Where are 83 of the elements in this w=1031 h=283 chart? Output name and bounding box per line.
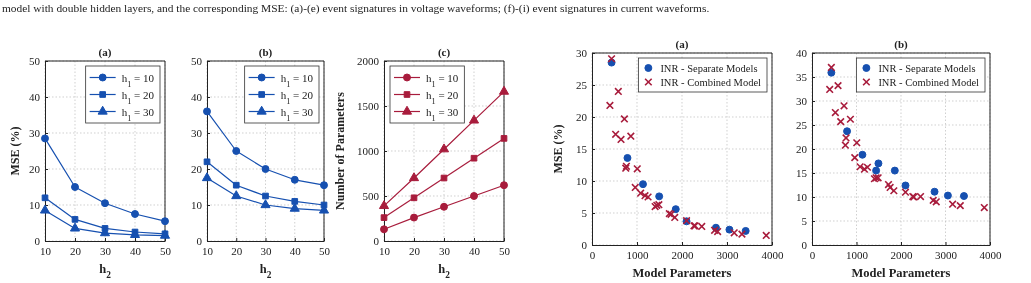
x-tick-label: 10 — [202, 244, 214, 257]
x-axis-title: Model Parameters — [851, 266, 951, 280]
y-tick-label: 40 — [29, 91, 41, 104]
y-tick-label: 5 — [801, 215, 808, 228]
legend-label: h$_{1}$ = 20 — [426, 88, 459, 105]
chart-title: (b) — [894, 38, 909, 51]
x-axis-title: h$_{2}$ — [259, 262, 272, 280]
chart-title: (a) — [675, 38, 689, 51]
x-tick-label: 3000 — [935, 248, 958, 261]
y-tick-label: 30 — [796, 95, 808, 108]
legend-label: h$_{1}$ = 20 — [121, 88, 155, 105]
text: model with double hidden layers, and the corresponding MSE: (a)-(e) event signatures in voltage waveforms; (f)-(i) event signatures in current waveforms. — [2, 2, 710, 15]
legend-label: h$_{1}$ = 30 — [426, 105, 459, 122]
x-tick-label: 3000 — [716, 248, 739, 261]
chart-title: (a) — [98, 46, 112, 59]
x-tick-label: 4000 — [761, 248, 784, 261]
y-axis-title: Number of Parameters — [333, 91, 347, 210]
legend-label: INR - Separate Models — [878, 63, 976, 74]
legend-label: INR - Combined Model — [660, 77, 762, 88]
legend-label: INR - Separate Models — [660, 63, 758, 74]
y-tick-label: 50 — [29, 55, 41, 68]
x-tick-label: 30 — [439, 244, 451, 257]
legend-label: h$_{1}$ = 10 — [280, 71, 314, 88]
chart-title: (b) — [258, 46, 273, 59]
legend-label: INR - Combined Model — [878, 77, 980, 88]
legend-label: h$_{1}$ = 10 — [426, 71, 459, 88]
y-tick-label: 0 — [196, 235, 203, 248]
x-tick-label: 50 — [160, 244, 172, 257]
x-tick-label: 20 — [409, 244, 421, 257]
legend-label: h$_{1}$ = 10 — [121, 71, 155, 88]
y-tick-label: 5 — [581, 207, 588, 220]
y-tick-label: 25 — [796, 119, 808, 132]
x-tick-label: 0 — [589, 248, 596, 261]
x-axis-title: Model Parameters — [632, 266, 732, 280]
y-tick-label: 10 — [796, 191, 808, 204]
x-tick-label: 30 — [260, 244, 272, 257]
x-tick-label: 40 — [469, 244, 481, 257]
x-tick-label: 20 — [231, 244, 243, 257]
y-tick-label: 2000 — [357, 55, 380, 68]
x-tick-label: 20 — [70, 244, 82, 257]
y-tick-label: 10 — [576, 175, 588, 188]
y-tick-label: 20 — [191, 163, 203, 176]
y-tick-label: 30 — [576, 47, 588, 60]
legend-label: h$_{1}$ = 30 — [121, 105, 155, 122]
x-tick-label: 2000 — [890, 248, 913, 261]
y-tick-label: 50 — [191, 55, 203, 68]
x-tick-label: 0 — [809, 248, 816, 261]
x-tick-label: 50 — [319, 244, 331, 257]
y-tick-label: 20 — [29, 163, 41, 176]
y-tick-label: 35 — [796, 71, 808, 84]
y-tick-label: 15 — [576, 143, 588, 156]
y-axis-title: MSE (%) — [551, 124, 565, 174]
x-tick-label: 10 — [379, 244, 391, 257]
y-tick-label: 10 — [29, 199, 41, 212]
y-tick-label: 15 — [796, 167, 808, 180]
x-tick-label: 1000 — [626, 248, 649, 261]
x-tick-label: 30 — [100, 244, 112, 257]
legend-label: h$_{1}$ = 30 — [280, 105, 314, 122]
y-tick-label: 30 — [191, 127, 203, 140]
chart-title: (c) — [437, 46, 451, 59]
y-axis-title: MSE (%) — [8, 126, 22, 176]
y-tick-label: 30 — [29, 127, 41, 140]
x-tick-label: 40 — [130, 244, 142, 257]
y-tick-label: 0 — [34, 235, 41, 248]
y-tick-label: 0 — [373, 235, 380, 248]
y-tick-label: 25 — [576, 79, 588, 92]
y-tick-label: 40 — [796, 47, 808, 60]
y-tick-label: 20 — [576, 111, 588, 124]
y-tick-label: 1000 — [357, 145, 380, 158]
x-tick-label: 1000 — [846, 248, 869, 261]
x-tick-label: 40 — [289, 244, 302, 257]
x-tick-label: 2000 — [671, 248, 694, 261]
y-tick-label: 40 — [191, 91, 203, 104]
legend-label: h$_{1}$ = 20 — [280, 88, 314, 105]
x-tick-label: 10 — [40, 244, 52, 257]
y-tick-label: 1500 — [357, 100, 380, 113]
y-tick-label: 20 — [796, 143, 808, 156]
x-tick-label: 50 — [499, 244, 511, 257]
y-tick-label: 10 — [191, 199, 203, 212]
x-axis-title: h$_{2}$ — [438, 262, 451, 280]
x-axis-title: h$_{2}$ — [99, 262, 112, 280]
y-tick-label: 500 — [362, 190, 380, 203]
x-tick-label: 4000 — [979, 248, 1002, 261]
